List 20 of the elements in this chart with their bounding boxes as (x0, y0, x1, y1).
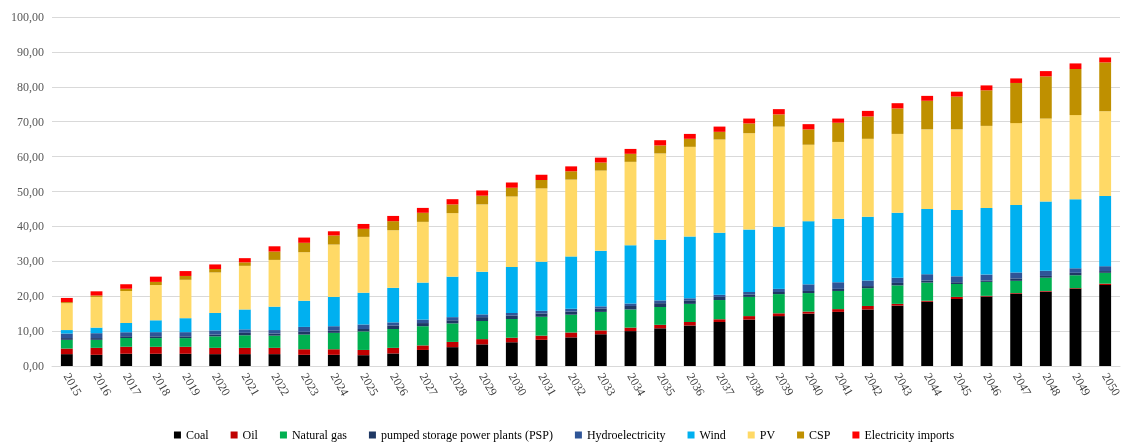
legend-label: Natural gas (291, 428, 348, 442)
y-tick-label: 40,00 (17, 219, 44, 234)
legend-label: Hydroelectricity (586, 428, 666, 442)
legend-label: Oil (242, 428, 259, 442)
legend-label: Electricity imports (864, 428, 955, 442)
y-tick-label: 100,00 (11, 10, 44, 24)
y-tick-label: 10,00 (17, 324, 44, 339)
y-tick-label: 30,00 (17, 254, 44, 269)
legend-label: Wind (699, 428, 726, 442)
y-tick-label: 60,00 (17, 149, 44, 164)
legend-label: PV (759, 428, 776, 442)
y-tick-label: 80,00 (17, 79, 44, 94)
y-tick-label: 70,00 (17, 114, 44, 129)
legend-label: CSP (809, 428, 831, 442)
y-tick-label: 0,00 (23, 359, 44, 373)
y-tick-label: 20,00 (17, 289, 44, 304)
y-tick-label: 90,00 (17, 44, 44, 59)
legend-label: Coal (185, 428, 210, 442)
y-tick-label: 50,00 (17, 184, 44, 199)
legend-label: pumped storage power plants (PSP) (380, 428, 553, 442)
